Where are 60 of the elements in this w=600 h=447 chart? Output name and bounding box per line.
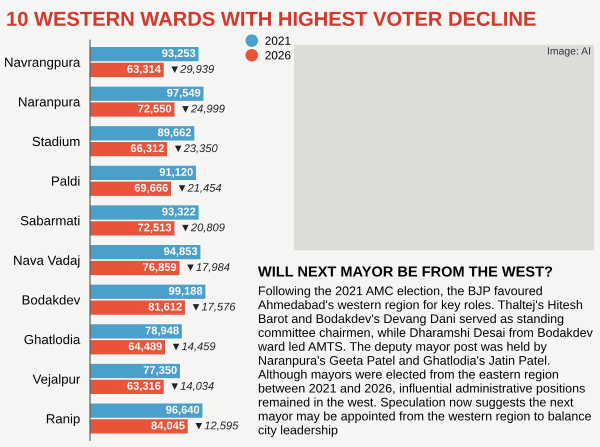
bar <box>90 403 202 418</box>
annotation: ▼29,939 <box>171 65 214 74</box>
data-label: 63,314 <box>127 65 161 75</box>
data-label: 72,550 <box>138 104 172 114</box>
legend-label: 2026 <box>265 51 290 60</box>
annotation: ▼14,459 <box>172 342 216 352</box>
text: Image: AI <box>548 47 590 57</box>
annotation: ▼20,809 <box>182 223 225 233</box>
annotation: ▼12,595 <box>196 422 238 431</box>
data-label: 94,853 <box>164 247 198 257</box>
data-label: 84,045 <box>151 422 185 432</box>
bar <box>90 205 199 220</box>
data-label: 97,549 <box>167 88 200 98</box>
y-tick-label: Stadium <box>32 136 80 146</box>
data-label: 63,316 <box>127 382 160 392</box>
data-label: 66,312 <box>130 144 164 154</box>
data-label: 93,253 <box>162 49 196 59</box>
text: WILL NEXT MAYOR BE FROM THE WEST? <box>258 266 552 277</box>
data-label: 64,489 <box>128 342 162 352</box>
annotation: ▼14,034 <box>171 382 214 392</box>
bar <box>90 166 196 180</box>
annotation: ▼23,350 <box>174 144 218 154</box>
data-label: 99,188 <box>169 286 202 296</box>
data-label: 77,350 <box>144 366 177 376</box>
data-label: 69,666 <box>134 184 168 194</box>
data-label: 93,322 <box>162 208 196 218</box>
data-label: 72,513 <box>138 223 172 233</box>
data-label: 91,120 <box>160 168 193 178</box>
bar <box>90 126 194 140</box>
data-label: 89,662 <box>158 128 192 138</box>
bar <box>90 142 168 156</box>
legend-label: 2021 <box>265 36 290 45</box>
bar <box>90 221 174 236</box>
y-tick-label: Navrangpura <box>5 58 80 70</box>
bar <box>90 324 182 338</box>
bar <box>90 46 198 62</box>
bar <box>90 284 206 299</box>
bar <box>90 340 166 354</box>
data-label: 78,948 <box>146 326 179 336</box>
y-tick-label: Sabarmati <box>20 216 80 226</box>
data-label: 81,612 <box>148 302 182 312</box>
data-label: 76,859 <box>143 263 176 273</box>
y-tick-label: Ghatlodia <box>24 334 80 344</box>
text: 10 WESTERN WARDS WITH HIGHEST VOTER DECLINE <box>7 12 536 26</box>
bar <box>90 182 172 196</box>
y-tick-label: Vejalpur <box>32 374 80 386</box>
bar <box>90 380 164 394</box>
data-label: 96,640 <box>166 406 200 416</box>
y-tick-label: Naranpura <box>19 97 80 110</box>
y-tick-label: Nava Vadaj <box>14 255 80 268</box>
bar <box>90 245 200 260</box>
y-tick-label: Ranip <box>46 414 80 426</box>
annotation: ▼17,984 <box>187 263 230 272</box>
y-tick-label: Bodakdev <box>22 294 80 305</box>
annotation: ▼21,454 <box>178 184 222 194</box>
text: Following the 2021 AMC election, the BJP favoured Ahmedabad's western region for key roles. Thaltej's Hitesh Barot and Bodakdev's Devang Dani served as standing committee chairmen, while Dharamshi Desai from Bodakdev ward led AMTS. The deputy mayor post was held by Naranpura's Geeta Patel and Ghatlodia's Jatin Patel. Although mayors were elected from the eastern region between 2021 and 2026, influential administrative positions remained in the west. Speculation now suggests the next mayor may be appointed from the western region to balance city leadership <box>258 286 593 437</box>
annotation: ▼17,576 <box>192 302 236 312</box>
y-tick-label: Paldi <box>52 176 80 186</box>
bar <box>90 86 204 101</box>
annotation: ▼24,999 <box>182 104 225 114</box>
